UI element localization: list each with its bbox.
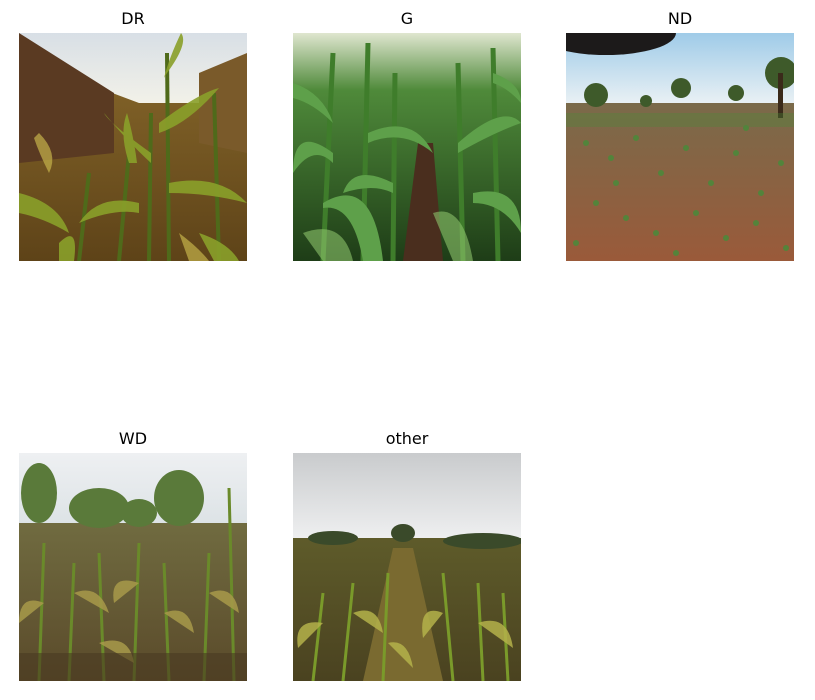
panel-dr: DR (19, 9, 247, 261)
maize-field-photo-dr (19, 33, 247, 261)
maize-field-photo-other (293, 453, 521, 681)
panel-title: G (400, 9, 414, 28)
panel-wd: WD (19, 429, 247, 681)
maize-field-photo-g (293, 33, 521, 261)
panel-other: other (293, 429, 521, 681)
panel-g: G (293, 9, 521, 261)
panel-title: other (385, 429, 429, 448)
panel-nd: ND (566, 9, 794, 261)
panel-title: ND (667, 9, 693, 28)
maize-field-photo-wd (19, 453, 247, 681)
panel-title: DR (121, 9, 145, 28)
maize-field-photo-nd (566, 33, 794, 261)
panel-title: WD (118, 429, 148, 448)
